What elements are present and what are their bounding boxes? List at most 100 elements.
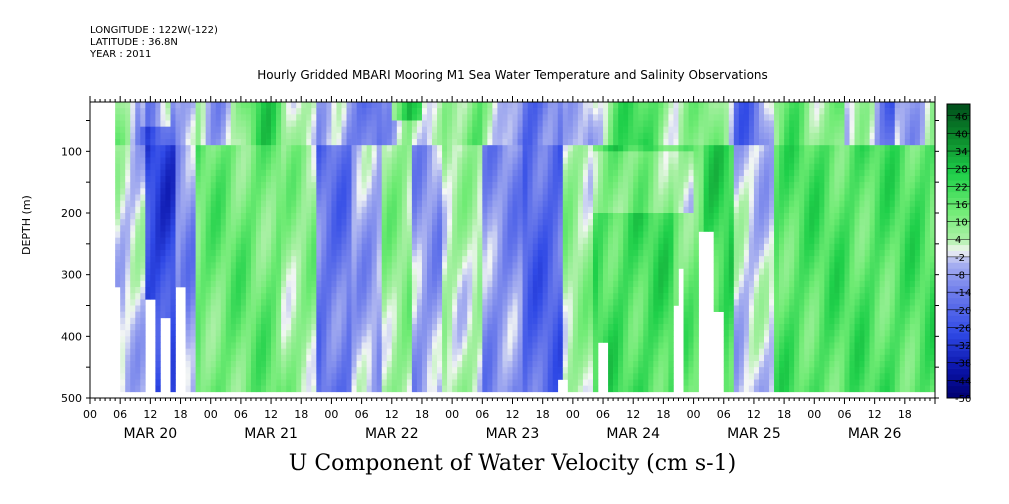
heatmap-cell [562,342,569,349]
heatmap-cell [572,287,579,294]
heatmap-cell [306,373,312,380]
heatmap-cell [230,299,237,306]
heatmap-cell [250,145,257,152]
heatmap-cell [598,200,604,208]
heatmap-cell [210,256,217,263]
heatmap-cell [406,102,413,109]
heatmap-cell [245,373,252,380]
heatmap-cell [200,163,206,171]
heatmap-cell [386,348,393,356]
heatmap-cell [472,237,478,245]
heatmap-cell [648,330,654,337]
heatmap-cell [562,287,569,294]
heatmap-cell [452,151,458,158]
heatmap-cell [271,256,277,263]
heatmap-cell [220,311,227,319]
heatmap-cell [376,354,383,362]
heatmap-cell [467,293,473,300]
heatmap-cell [421,163,428,171]
heatmap-cell [200,373,206,380]
heatmap-cell [552,305,559,312]
heatmap-cell [527,200,533,208]
heatmap-cell [175,132,181,140]
heatmap-cell [371,348,377,356]
heatmap-cell [532,108,538,115]
heatmap-cell [336,206,342,214]
heatmap-cell [522,176,528,183]
heatmap-cell [572,361,579,368]
heatmap-cell [150,139,156,146]
heatmap-cell [200,157,206,164]
heatmap-cell [130,231,136,238]
heatmap-cell [618,299,624,306]
heatmap-cell [140,336,146,343]
heatmap-cell [577,373,584,380]
heatmap-cell [145,169,151,177]
heatmap-cell [557,231,564,238]
heatmap-cell [492,367,498,374]
heatmap-cell [155,225,161,232]
heatmap-cell [623,317,629,325]
heatmap-cell [577,262,584,269]
heatmap-cell [356,354,362,362]
heatmap-cell [562,361,569,368]
heatmap-cell [502,336,508,343]
heatmap-cell [250,194,257,201]
heatmap-cell [572,225,579,232]
heatmap-cell [457,268,463,275]
heatmap-cell [421,348,428,356]
heatmap-cell [361,317,367,325]
heatmap-cell [120,176,126,183]
heatmap-cell [547,231,554,238]
heatmap-cell [648,102,654,109]
heatmap-cell [487,213,493,220]
heatmap-cell [426,348,433,356]
heatmap-cell [195,139,201,146]
heatmap-cell [567,274,574,282]
heatmap-cell [180,157,186,164]
heatmap-cell [225,305,232,312]
heatmap-cell [341,126,347,134]
heatmap-cell [296,188,302,195]
heatmap-cell [286,188,292,195]
heatmap-cell [115,182,121,189]
heatmap-cell [291,132,297,140]
heatmap-cell [567,114,574,121]
heatmap-cell [648,139,654,146]
heatmap-cell [165,182,171,189]
heatmap-cell [286,330,292,337]
heatmap-cell [542,287,549,294]
heatmap-cell [577,299,584,306]
heatmap-cell [457,151,463,158]
heatmap-cell [502,145,508,152]
heatmap-cell [200,342,206,349]
heatmap-cell [547,200,554,208]
heatmap-cell [165,225,171,232]
heatmap-cell [306,311,312,319]
heatmap-cell [341,206,347,214]
heatmap-cell [250,157,257,164]
heatmap-cell [567,280,574,288]
heatmap-cell [537,287,543,294]
heatmap-cell [366,274,372,282]
heatmap-cell [432,274,438,282]
heatmap-cell [150,163,156,171]
heatmap-cell [316,354,322,362]
heatmap-cell [386,274,393,282]
heatmap-cell [577,367,584,374]
heatmap-cell [240,139,247,146]
heatmap-cell [537,379,543,386]
heatmap-cell [195,268,201,275]
heatmap-cell [437,354,443,362]
heatmap-cell [447,132,453,140]
heatmap-cell [532,225,538,232]
heatmap-cell [416,151,423,158]
heatmap-cell [572,139,579,146]
heatmap-cell [165,213,171,220]
heatmap-cell [517,145,523,152]
heatmap-cell [250,188,257,195]
heatmap-cell [502,114,508,121]
heatmap-cell [638,200,644,208]
heatmap-cell [437,268,443,275]
heatmap-cell [291,361,297,368]
